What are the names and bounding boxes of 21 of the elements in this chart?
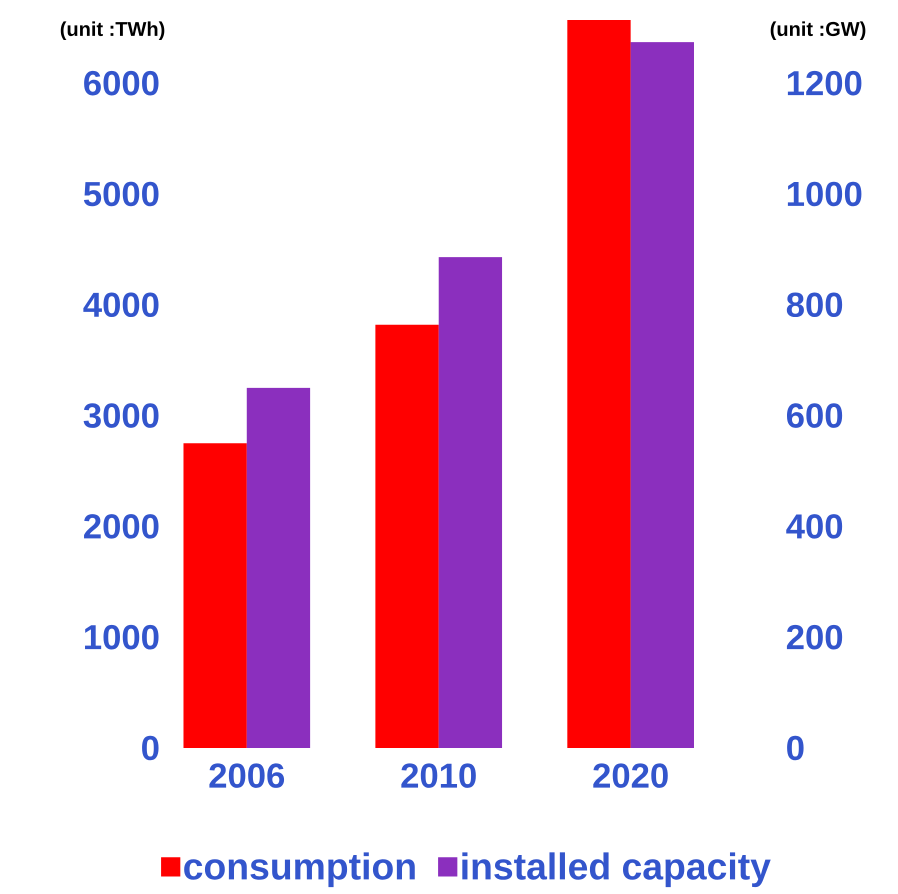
y2-tick-label: 400 xyxy=(786,514,842,539)
y-axis-title: (unit :TWh) xyxy=(60,21,164,40)
y2-tick-label: 0 xyxy=(787,736,804,760)
y-tick-label: 6000 xyxy=(84,70,159,96)
y2-tick-label: 200 xyxy=(786,624,842,650)
legend-label: installed capacity xyxy=(462,852,771,888)
x-tick-label: 2006 xyxy=(209,763,284,788)
x-tick-label: 2010 xyxy=(401,763,476,788)
y-tick-label: 1000 xyxy=(85,624,159,650)
y2-tick-label: 600 xyxy=(786,403,842,428)
y2-tick-label: 1000 xyxy=(788,182,862,206)
y2-axis-title: (unit :GW) xyxy=(770,21,866,40)
y2-tick-label: 800 xyxy=(786,292,842,318)
y-tick-label: 2000 xyxy=(84,514,159,539)
y-tick-label: 0 xyxy=(142,736,159,760)
y-tick-label: 3000 xyxy=(84,403,159,428)
y2-tick-label: 1200 xyxy=(788,70,862,96)
legend-label: consumption xyxy=(184,852,415,888)
y-tick-label: 4000 xyxy=(83,292,159,318)
y-tick-label: 5000 xyxy=(84,182,159,206)
x-tick-label: 2020 xyxy=(593,763,668,788)
